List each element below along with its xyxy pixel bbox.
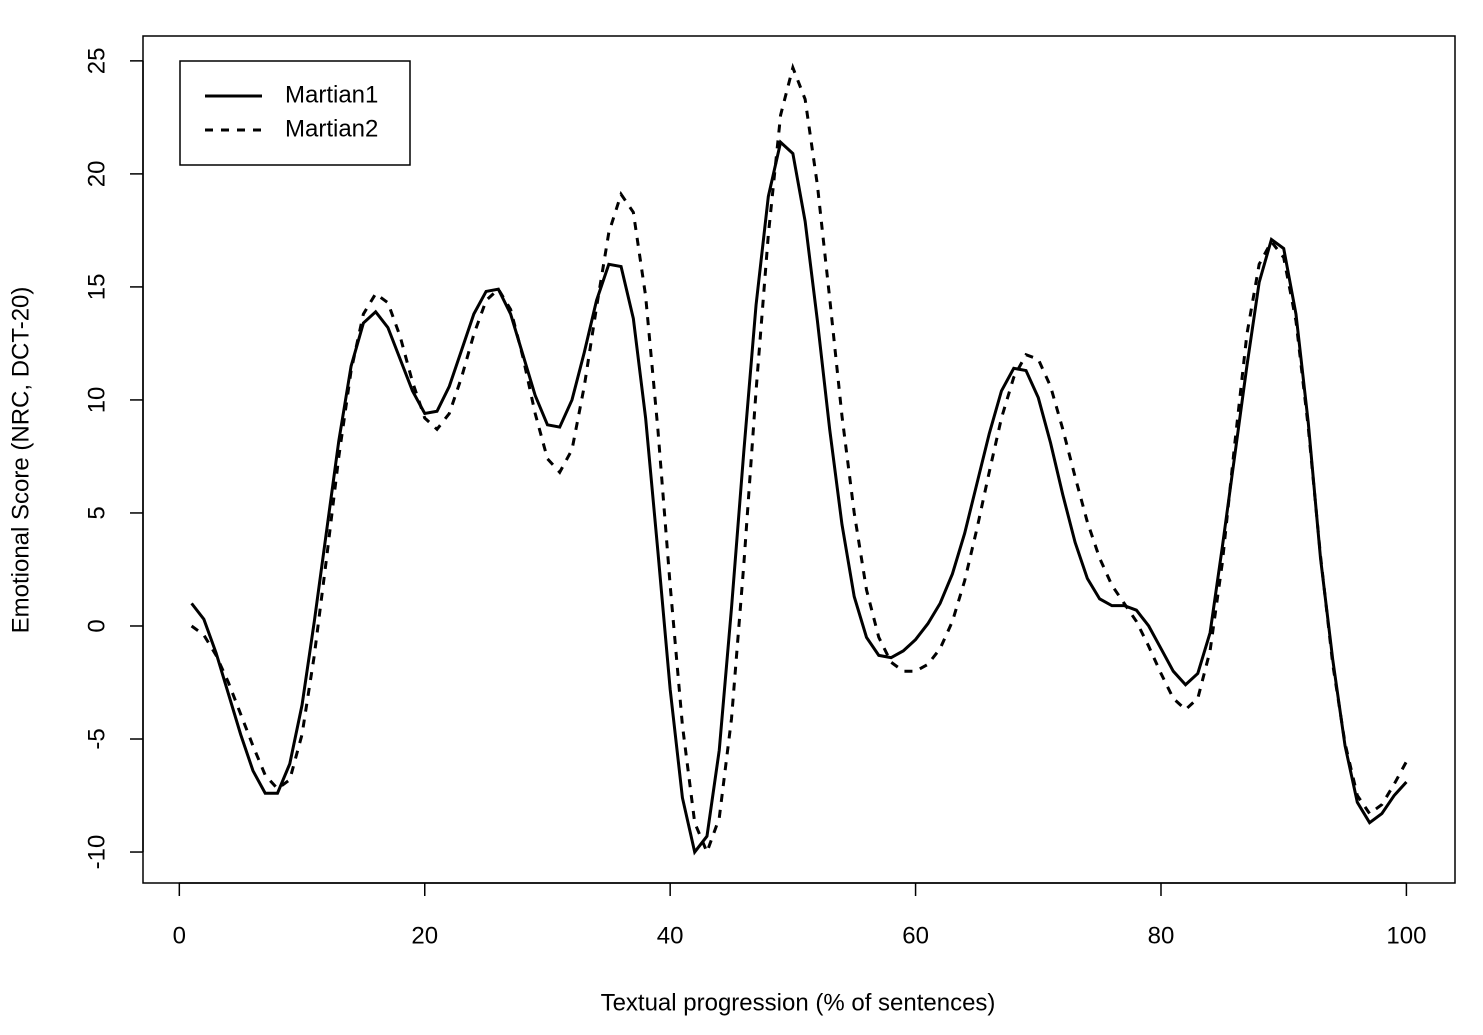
y-tick-label: 25 [83, 48, 110, 75]
y-tick-label: 20 [83, 161, 110, 188]
y-tick-label: 0 [83, 619, 110, 632]
line-series [190, 139, 1408, 856]
x-tick-label: 100 [1386, 922, 1426, 949]
legend-label: Martian1 [285, 81, 378, 108]
x-tick-label: 80 [1148, 922, 1175, 949]
x-tick-label: 60 [902, 922, 929, 949]
y-tick-label: 5 [83, 506, 110, 519]
y-tick-label: -5 [83, 728, 110, 749]
x-tick-label: 40 [657, 922, 684, 949]
y-tick-label: -10 [83, 835, 110, 870]
y-tick-label: 15 [83, 274, 110, 301]
y-tick-label: 10 [83, 387, 110, 414]
line-series [190, 62, 1408, 857]
legend-box [179, 60, 411, 166]
legend-label: Martian2 [285, 115, 378, 142]
x-tick-label: 20 [411, 922, 438, 949]
y-axis-label: Emotional Score (NRC, DCT-20) [7, 287, 34, 634]
x-tick-label: 0 [173, 922, 186, 949]
x-axis-label: Textual progression (% of sentences) [601, 989, 996, 1016]
